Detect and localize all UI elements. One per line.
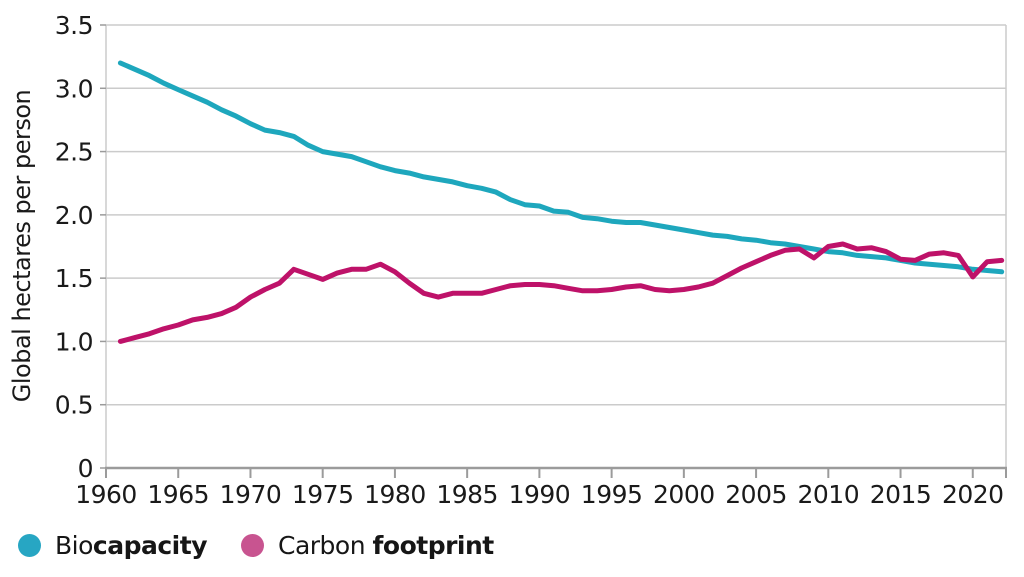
axes	[100, 24, 1007, 478]
line-chart-plot: 1960 1965 1970 1975 1980 1985 1990 1995 2000 2005…	[8, 11, 1007, 509]
x-tick-label: 1995	[581, 480, 643, 509]
x-tick-label: 1990	[509, 480, 571, 509]
y-tick-label: 3.0	[55, 74, 93, 103]
x-tick-label: 1975	[292, 480, 354, 509]
gridlines	[105, 24, 1007, 468]
x-tick-label: 2005	[725, 480, 787, 509]
axis-labels: 1960 1965 1970 1975 1980 1985 1990 1995 2000 2005…	[55, 11, 1004, 509]
y-tick-label: 2.5	[55, 138, 93, 167]
biocapacity-line	[117, 60, 1005, 275]
x-tick-label: 1985	[436, 480, 498, 509]
x-tick-label: 1970	[220, 480, 282, 509]
legend: Biocapacity Carbon footprint	[18, 531, 494, 560]
legend-item-carbon-footprint: Carbon footprint	[241, 531, 494, 560]
x-tick-label: 2020	[942, 480, 1004, 509]
y-axis-title: Global hectares per person	[8, 90, 36, 402]
carbon-footprint-line	[117, 241, 1005, 344]
x-tick-label: 1980	[364, 480, 426, 509]
carbon-footprint-legend-dot-icon	[241, 534, 264, 557]
x-tick-label: 1965	[147, 480, 209, 509]
y-tick-label: 1.5	[55, 264, 93, 293]
x-tick-label: 2000	[653, 480, 715, 509]
biocapacity-legend-label: Biocapacity	[55, 531, 208, 560]
x-tick-label: 2010	[797, 480, 859, 509]
biocapacity-legend-dot-icon	[18, 534, 41, 557]
carbon-footprint-legend-label: Carbon footprint	[278, 531, 494, 560]
y-tick-label: 1.0	[55, 327, 93, 356]
data-series	[117, 60, 1005, 344]
y-tick-label: 0.5	[55, 391, 93, 420]
y-tick-label: 3.5	[55, 11, 93, 40]
y-tick-label: 2.0	[55, 201, 93, 230]
x-tick-label: 2015	[870, 480, 932, 509]
legend-item-biocapacity: Biocapacity	[18, 531, 208, 560]
y-tick-label: 0	[78, 454, 93, 483]
x-tick-label: 1960	[75, 480, 137, 509]
